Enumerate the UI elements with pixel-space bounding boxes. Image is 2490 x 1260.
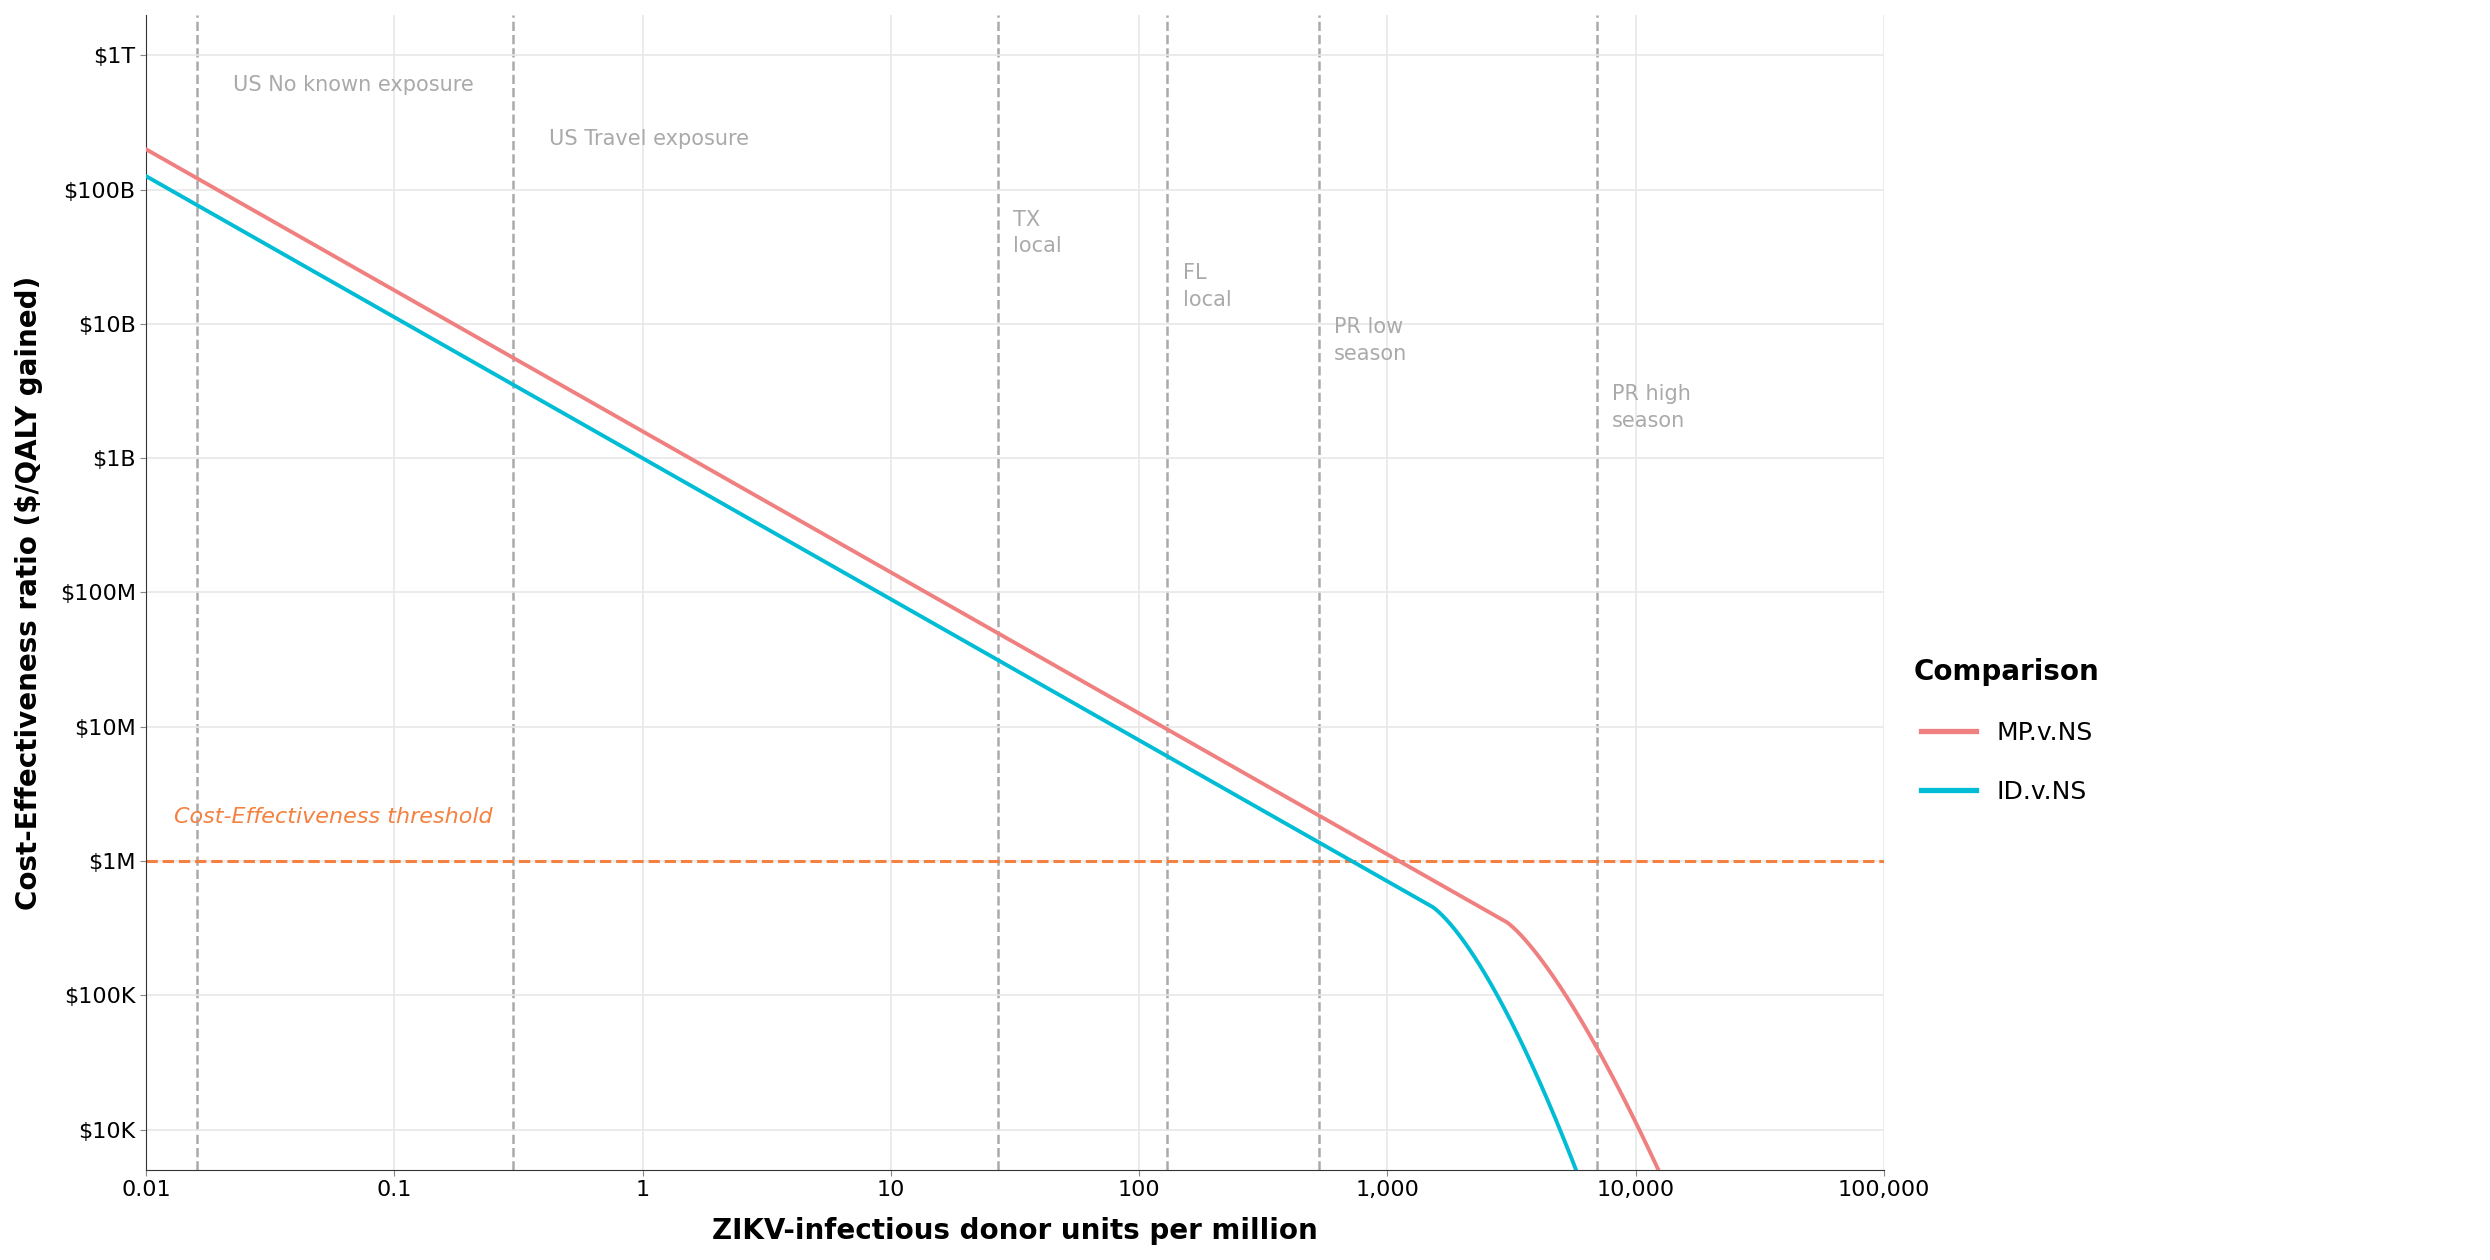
MP.v.NS: [1183, 738, 1213, 753]
ID.v.NS: [1571, 1188, 1601, 1203]
Line: MP.v.NS: MP.v.NS: [147, 149, 1671, 1197]
ID.v.NS: [1320, 844, 1350, 859]
Text: PR low
season: PR low season: [1335, 318, 1407, 364]
MP.v.NS: [630, 426, 660, 441]
ID.v.NS: [618, 445, 647, 460]
ID.v.NS: [677, 479, 707, 494]
MP.v.NS: [1623, 1120, 1653, 1135]
MP.v.NS: [199, 181, 229, 197]
MP.v.NS: [1462, 897, 1492, 912]
Text: Cost-Effectiveness threshold: Cost-Effectiveness threshold: [174, 806, 493, 827]
Text: TX
local: TX local: [1013, 209, 1061, 256]
Line: ID.v.NS: ID.v.NS: [147, 176, 1586, 1196]
ID.v.NS: [789, 543, 819, 558]
Y-axis label: Cost-Effectiveness ratio ($/QALY gained): Cost-Effectiveness ratio ($/QALY gained): [15, 276, 42, 910]
ID.v.NS: [1404, 892, 1434, 907]
ID.v.NS: [132, 169, 162, 184]
Text: PR high
season: PR high season: [1614, 384, 1691, 431]
X-axis label: ZIKV-infectious donor units per million: ZIKV-infectious donor units per million: [712, 1217, 1317, 1245]
Legend: MP.v.NS, ID.v.NS: MP.v.NS, ID.v.NS: [1915, 658, 2099, 804]
MP.v.NS: [132, 141, 162, 156]
Text: US Travel exposure: US Travel exposure: [550, 129, 749, 149]
MP.v.NS: [1656, 1189, 1686, 1205]
MP.v.NS: [876, 564, 906, 580]
Text: US No known exposure: US No known exposure: [234, 76, 473, 96]
Text: FL
local: FL local: [1183, 263, 1230, 310]
ID.v.NS: [184, 198, 214, 213]
